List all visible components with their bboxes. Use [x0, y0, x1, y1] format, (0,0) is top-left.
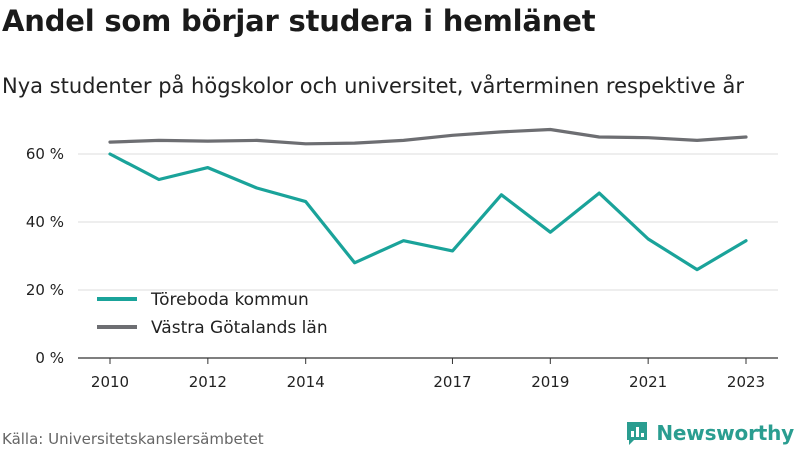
legend: Töreboda kommun Västra Götalands län	[97, 290, 328, 338]
series-lines	[108, 127, 748, 272]
x-axis: 2010 2012 2014 2017 2019 2021 2023	[78, 357, 778, 391]
x-tick-label-2014: 2014	[287, 373, 325, 391]
y-axis: 0 % 20 % 40 % 60 %	[26, 145, 64, 367]
series-line-2	[108, 127, 748, 146]
chart-subtitle: Nya studenter på högskolor och universit…	[2, 74, 744, 98]
source-note: Källa: Universitetskanslersämbetet	[2, 430, 264, 448]
legend-label-1: Töreboda kommun	[150, 290, 309, 310]
x-tick-label-2012: 2012	[189, 373, 227, 391]
gridlines	[78, 153, 778, 291]
x-tick-label-2021: 2021	[629, 373, 667, 391]
line-chart: 0 % 20 % 40 % 60 % 2010 2012 2014 2017 2019 2021…	[26, 127, 778, 391]
bar-chart-speech-bubble-icon	[627, 422, 648, 445]
x-tick-label-2023: 2023	[727, 373, 765, 391]
y-tick-label-0: 0 %	[35, 349, 64, 367]
brand-logo: Newsworthy	[624, 420, 794, 446]
series-line-1	[108, 152, 748, 272]
y-tick-label-60: 60 %	[26, 145, 64, 163]
chart-title: Andel som börjar studera i hemlänet	[2, 4, 596, 38]
y-tick-label-20: 20 %	[26, 281, 64, 299]
y-tick-label-40: 40 %	[26, 213, 64, 231]
x-tick-label-2017: 2017	[433, 373, 471, 391]
x-tick-label-2019: 2019	[531, 373, 569, 391]
x-tick-label-2010: 2010	[91, 373, 129, 391]
brand-name: Newsworthy	[656, 421, 794, 445]
legend-label-2: Västra Götalands län	[151, 318, 328, 338]
